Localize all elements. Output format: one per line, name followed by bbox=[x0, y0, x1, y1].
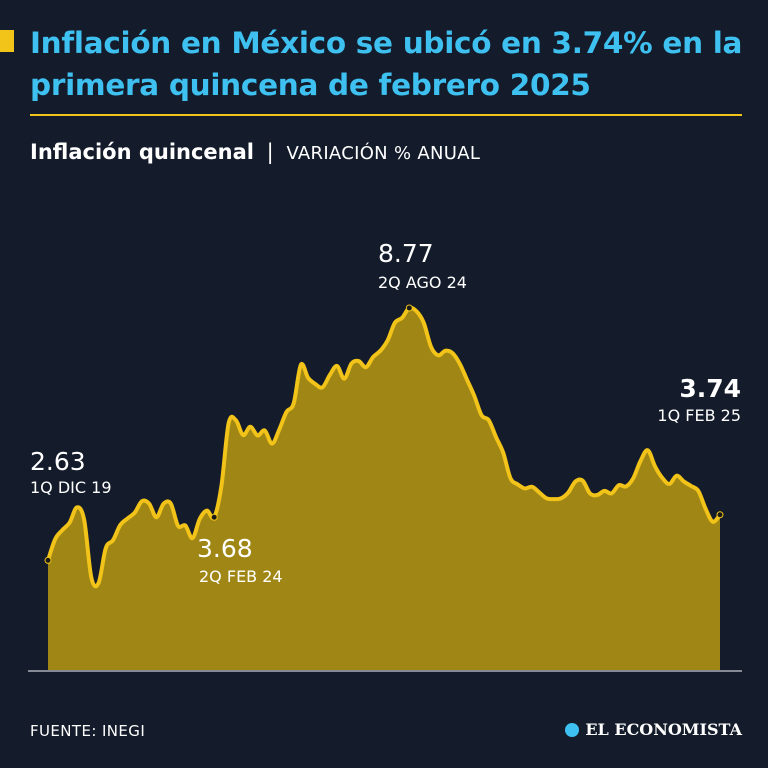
title-divider bbox=[30, 114, 742, 116]
subtitle-unit: VARIACIÓN % ANUAL bbox=[286, 143, 481, 164]
annotation-value: 3.74 bbox=[679, 374, 741, 403]
area-fill bbox=[48, 307, 720, 670]
annotation-value: 3.68 bbox=[197, 534, 253, 563]
annotation-date: 1Q FEB 25 bbox=[657, 406, 741, 425]
brand-name: EL ECONOMISTA bbox=[585, 720, 742, 739]
brand-logo-icon bbox=[565, 722, 580, 737]
annotation-value: 2.63 bbox=[30, 447, 86, 476]
point-marker-1q-dic-19 bbox=[44, 556, 52, 564]
chart-subtitle: Inflación quincenal | VARIACIÓN % ANUAL bbox=[30, 140, 480, 164]
point-marker-1q-feb-25 bbox=[716, 511, 724, 519]
brand-logo: EL ECONOMISTA bbox=[565, 720, 742, 739]
page-title: Inflación en México se ubicó en 3.74% en… bbox=[30, 26, 743, 102]
annotation-date: 2Q AGO 24 bbox=[378, 273, 467, 292]
annotation-date: 1Q DIC 19 bbox=[30, 478, 112, 497]
title-accent-bar bbox=[0, 30, 14, 52]
point-marker-2q-ago-24 bbox=[405, 304, 413, 312]
subtitle-separator: | bbox=[266, 140, 274, 164]
annotation-value: 8.77 bbox=[378, 239, 434, 268]
annotation-date: 2Q FEB 24 bbox=[199, 567, 283, 586]
point-marker-2q-feb-24 bbox=[210, 513, 218, 521]
source-note: FUENTE: INEGI bbox=[30, 722, 146, 740]
subtitle-main: Inflación quincenal bbox=[30, 140, 254, 164]
series-line bbox=[46, 305, 722, 589]
